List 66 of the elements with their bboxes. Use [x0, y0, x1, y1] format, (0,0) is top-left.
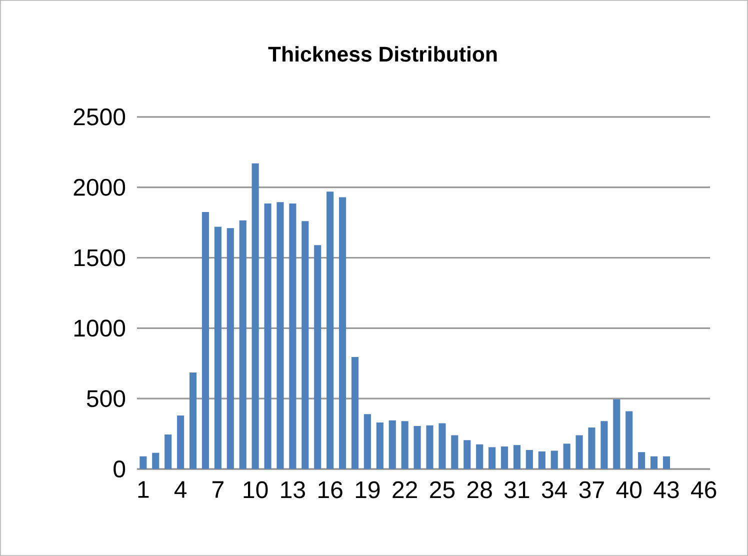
x-tick-label: 13 [281, 481, 305, 498]
bar [364, 414, 371, 470]
x-tick-label: 43 [654, 481, 679, 498]
chart-title: Thickness Distribution [268, 46, 497, 62]
bar [576, 435, 583, 470]
x-tick-label: 22 [392, 481, 417, 498]
x-tick-label: 7 [212, 481, 224, 498]
bar [550, 450, 558, 470]
bar [600, 421, 608, 470]
bar [239, 220, 246, 470]
y-tick-label: 500 [86, 390, 126, 408]
bar [152, 452, 160, 470]
x-tick-label: 28 [467, 481, 492, 498]
x-tick-label: 10 [244, 481, 268, 498]
bar [302, 221, 309, 470]
bar [526, 450, 533, 470]
y-tick-label: 2500 [74, 108, 126, 126]
x-tick-label: 16 [318, 481, 342, 498]
bar [464, 440, 471, 470]
y-tick-label: 2000 [74, 178, 126, 196]
bar [488, 447, 496, 470]
x-tick-label: 40 [616, 481, 642, 498]
bar [289, 204, 296, 470]
bar [326, 192, 334, 470]
bar [588, 427, 596, 470]
bar [426, 425, 434, 470]
x-tick-label: 37 [579, 481, 604, 498]
bar [500, 446, 508, 470]
y-tick-label: 0 [114, 460, 126, 478]
y-tick-label: 1000 [74, 320, 126, 337]
bar [314, 245, 322, 470]
bar [388, 420, 396, 470]
bar [613, 399, 620, 470]
bar [376, 422, 384, 470]
bar [164, 434, 172, 470]
bar [214, 226, 222, 470]
bar [414, 426, 421, 470]
x-tick-label: 4 [174, 481, 187, 498]
bar [264, 204, 272, 470]
bar [438, 423, 446, 470]
x-tick-label: 1 [138, 481, 149, 498]
bar [351, 357, 359, 470]
bar [226, 228, 234, 470]
bar [451, 435, 458, 470]
bar [650, 456, 658, 470]
x-tick-label: 31 [504, 481, 530, 498]
bar [177, 416, 184, 470]
bar [662, 456, 670, 470]
bar [338, 197, 346, 470]
bar [476, 444, 484, 470]
y-tick-label: 1500 [74, 249, 126, 266]
x-tick-label: 46 [691, 481, 716, 498]
bar [140, 456, 147, 470]
bar [513, 445, 520, 470]
bar [202, 212, 210, 470]
x-tick-label: 19 [356, 481, 380, 498]
x-tick-label: 25 [430, 481, 455, 498]
x-tick-label: 34 [542, 481, 567, 498]
bar [276, 202, 284, 470]
bar [189, 372, 197, 470]
bar [538, 451, 546, 470]
bar [252, 163, 259, 470]
bar [638, 452, 646, 470]
bar [563, 444, 570, 470]
bar [626, 411, 633, 470]
bar [401, 421, 408, 470]
